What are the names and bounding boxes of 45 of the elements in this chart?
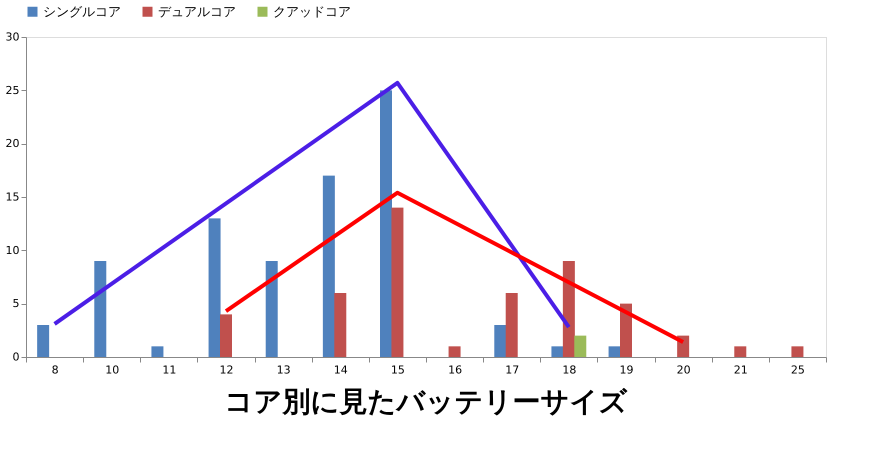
bar — [37, 325, 50, 357]
y-tick-label: 20 — [6, 137, 20, 150]
x-tick-label: 19 — [620, 364, 634, 376]
y-tick-label: 0 — [12, 350, 20, 364]
bar — [791, 346, 804, 357]
legend-label: シングルコア — [43, 4, 121, 20]
bar — [334, 293, 346, 357]
bar — [391, 208, 404, 357]
x-tick-label: 18 — [562, 364, 576, 376]
x-tick-label: 15 — [390, 364, 405, 376]
bar — [551, 346, 564, 357]
x-tick-label: 17 — [505, 364, 520, 376]
y-tick-label: 5 — [12, 297, 20, 310]
bar — [380, 90, 392, 357]
bar — [494, 325, 506, 357]
bar — [620, 304, 632, 357]
y-tick-label: 30 — [6, 30, 20, 44]
x-tick-label: 16 — [448, 364, 462, 376]
x-tick-label: 10 — [105, 364, 120, 376]
bar — [562, 261, 575, 357]
bar — [151, 346, 164, 357]
x-tick-label: 11 — [162, 364, 176, 376]
bar — [574, 336, 586, 357]
bar — [94, 261, 106, 357]
y-tick-label: 10 — [6, 244, 20, 257]
y-tick-label: 25 — [6, 84, 20, 97]
legend-label: デュアルコア — [158, 4, 236, 20]
bar — [266, 261, 278, 357]
bar — [608, 346, 621, 357]
x-tick-label: 13 — [276, 364, 291, 376]
bar — [734, 346, 746, 357]
legend-label: クアッドコア — [273, 4, 351, 20]
bar — [506, 293, 518, 357]
bar — [208, 218, 221, 357]
x-tick-label: 21 — [734, 364, 748, 376]
x-tick-label: 20 — [676, 364, 691, 376]
bar — [322, 176, 335, 357]
x-tick-label: 12 — [220, 364, 234, 376]
x-tick-label: 25 — [790, 364, 805, 376]
x-tick-label: 8 — [52, 364, 59, 376]
text: コア別に見たバッテリーサイズ — [224, 385, 628, 418]
x-tick-label: 14 — [334, 364, 348, 376]
bar — [448, 346, 461, 357]
bar — [220, 314, 232, 357]
y-tick-label: 15 — [6, 190, 20, 204]
